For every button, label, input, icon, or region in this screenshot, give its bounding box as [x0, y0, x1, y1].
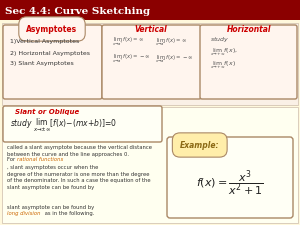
- Text: long division: long division: [7, 211, 40, 216]
- Text: called a slant asymptote because the vertical distance
between the curve and the: called a slant asymptote because the ver…: [7, 145, 152, 157]
- Text: 3) Slant Asymptotes: 3) Slant Asymptotes: [10, 61, 74, 67]
- Text: $\lim_{x\to+\infty} f(x),$: $\lim_{x\to+\infty} f(x),$: [210, 46, 238, 58]
- Text: $\lim_{x\to a^+} f(x)=\infty$: $\lim_{x\to a^+} f(x)=\infty$: [112, 36, 144, 48]
- Text: $\lim_{x\to+\infty} f(x)$: $\lim_{x\to+\infty} f(x)$: [210, 59, 236, 71]
- Text: Slant or Oblique: Slant or Oblique: [15, 109, 79, 115]
- Text: $\lim_{x\to a^+} f(x)=-\infty$: $\lim_{x\to a^+} f(x)=-\infty$: [112, 53, 150, 65]
- Text: Vertical: Vertical: [135, 25, 167, 34]
- Text: $\mathit{study}$: $\mathit{study}$: [210, 36, 230, 45]
- Text: For: For: [7, 157, 17, 162]
- FancyBboxPatch shape: [2, 107, 298, 223]
- FancyBboxPatch shape: [167, 137, 293, 218]
- Text: Horizontal: Horizontal: [227, 25, 271, 34]
- FancyBboxPatch shape: [3, 106, 162, 142]
- Text: Asymptotes: Asymptotes: [26, 25, 78, 34]
- FancyBboxPatch shape: [3, 25, 102, 99]
- Text: Sec 4.4: Curve Sketching: Sec 4.4: Curve Sketching: [5, 7, 150, 16]
- Text: 1)Vertical Asymptotes: 1)Vertical Asymptotes: [10, 40, 79, 45]
- Text: $f(x) = \dfrac{x^3}{x^2+1}$: $f(x) = \dfrac{x^3}{x^2+1}$: [196, 168, 264, 198]
- Text: $\mathit{study}\;\lim_{x\to\pm\infty}\left[f(x)-(mx+b)\right]=0$: $\mathit{study}\;\lim_{x\to\pm\infty}\le…: [10, 118, 117, 134]
- Text: 2) Horizontal Asymptotes: 2) Horizontal Asymptotes: [10, 50, 90, 56]
- FancyBboxPatch shape: [200, 25, 297, 99]
- Text: $\lim_{x\to a^-} f(x)=\infty$: $\lim_{x\to a^-} f(x)=\infty$: [155, 36, 187, 48]
- Text: as in the following.: as in the following.: [43, 211, 94, 216]
- Text: $\lim_{x\to a^-} f(x)=-\infty$: $\lim_{x\to a^-} f(x)=-\infty$: [155, 53, 194, 65]
- Text: rational functions: rational functions: [17, 157, 63, 162]
- FancyBboxPatch shape: [102, 25, 201, 99]
- Text: , slant asymptotes occur when the
degree of the numerator is one more than the d: , slant asymptotes occur when the degree…: [7, 165, 151, 190]
- FancyBboxPatch shape: [0, 0, 300, 20]
- Text: Example:: Example:: [180, 140, 220, 149]
- FancyBboxPatch shape: [2, 23, 298, 105]
- Text: slant asymptote can be found by: slant asymptote can be found by: [7, 205, 96, 210]
